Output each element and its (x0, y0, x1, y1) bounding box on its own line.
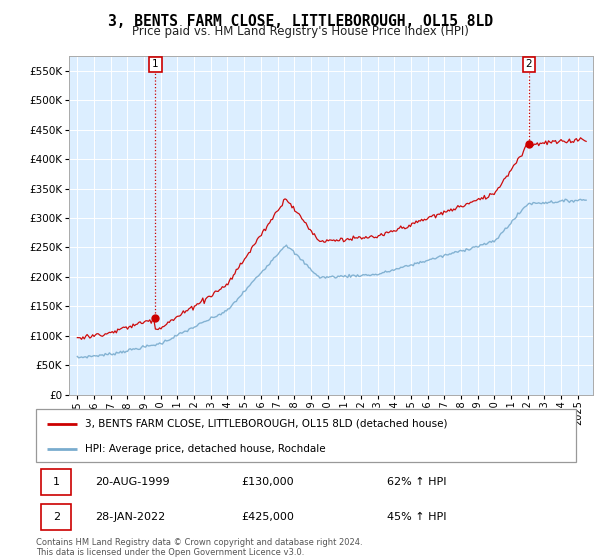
Text: 28-JAN-2022: 28-JAN-2022 (95, 512, 166, 522)
Text: 20-AUG-1999: 20-AUG-1999 (95, 477, 170, 487)
Text: 2: 2 (53, 512, 60, 522)
Text: HPI: Average price, detached house, Rochdale: HPI: Average price, detached house, Roch… (85, 444, 325, 454)
FancyBboxPatch shape (41, 469, 71, 496)
Text: £130,000: £130,000 (241, 477, 294, 487)
FancyBboxPatch shape (41, 504, 71, 530)
Text: 3, BENTS FARM CLOSE, LITTLEBOROUGH, OL15 8LD (detached house): 3, BENTS FARM CLOSE, LITTLEBOROUGH, OL15… (85, 419, 447, 429)
Text: 2: 2 (526, 59, 532, 69)
Text: 45% ↑ HPI: 45% ↑ HPI (387, 512, 446, 522)
Text: 1: 1 (53, 477, 60, 487)
Text: £425,000: £425,000 (241, 512, 294, 522)
FancyBboxPatch shape (36, 409, 576, 462)
Text: 62% ↑ HPI: 62% ↑ HPI (387, 477, 446, 487)
Text: 1: 1 (152, 59, 159, 69)
Text: 3, BENTS FARM CLOSE, LITTLEBOROUGH, OL15 8LD: 3, BENTS FARM CLOSE, LITTLEBOROUGH, OL15… (107, 14, 493, 29)
Text: Price paid vs. HM Land Registry's House Price Index (HPI): Price paid vs. HM Land Registry's House … (131, 25, 469, 38)
Text: Contains HM Land Registry data © Crown copyright and database right 2024.
This d: Contains HM Land Registry data © Crown c… (36, 538, 362, 557)
